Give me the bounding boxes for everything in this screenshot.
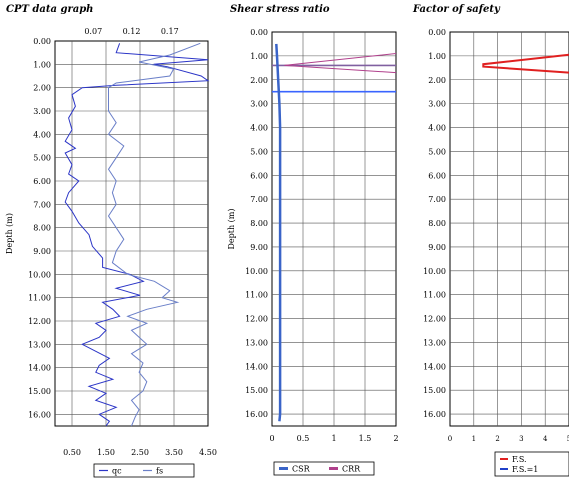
y-tick-label: 11.00 xyxy=(423,291,446,300)
y-tick-label: 5.00 xyxy=(33,154,51,163)
y-axis-label: Depth (m) xyxy=(227,208,236,249)
y-tick-label: 6.00 xyxy=(250,171,268,180)
y-tick-label: 7.00 xyxy=(33,200,51,209)
x-top-tick-label: 0.12 xyxy=(123,27,141,36)
legend-label-CRR: CRR xyxy=(342,465,361,474)
y-tick-label: 0.00 xyxy=(428,28,446,37)
y-tick-label: 15.00 xyxy=(245,386,268,395)
x-tick-label: 1.50 xyxy=(97,448,115,457)
x-tick-label: 2 xyxy=(393,434,398,443)
y-tick-label: 13.00 xyxy=(245,338,268,347)
y-tick-label: 16.00 xyxy=(28,410,51,419)
series-line-CSR xyxy=(275,43,282,422)
y-tick-label: 13.00 xyxy=(423,338,446,347)
y-tick-label: 3.00 xyxy=(250,100,268,109)
y-tick-label: 1.00 xyxy=(428,52,446,61)
y-tick-label: 5.00 xyxy=(250,147,268,156)
legend-box xyxy=(494,451,569,477)
x-top-tick-label: 0.07 xyxy=(84,27,102,36)
y-tick-label: 6.00 xyxy=(33,177,51,186)
y-tick-label: 12.00 xyxy=(423,315,446,324)
y-tick-label: 12.00 xyxy=(28,317,51,326)
y-tick-label: 9.00 xyxy=(33,247,51,256)
y-tick-label: 0.00 xyxy=(33,37,51,46)
y-tick-label: 13.00 xyxy=(28,340,51,349)
y-tick-label: 0.00 xyxy=(250,28,268,37)
y-tick-label: 3.00 xyxy=(428,100,446,109)
x-tick-label: 1 xyxy=(472,435,476,443)
y-tick-label: 2.00 xyxy=(33,84,51,93)
y-tick-label: 7.00 xyxy=(428,195,446,204)
y-tick-label: 7.00 xyxy=(250,195,268,204)
x-tick-label: 1 xyxy=(331,434,336,443)
y-tick-label: 6.00 xyxy=(428,171,446,180)
x-tick-label: 0.5 xyxy=(297,434,310,443)
x-top-tick-label: 0.17 xyxy=(161,27,179,36)
y-tick-label: 10.00 xyxy=(245,267,268,276)
y-tick-label: 2.00 xyxy=(250,76,268,85)
legend-label-qc: qc xyxy=(112,467,122,476)
x-tick-label: 2 xyxy=(495,435,499,443)
legend-label-F.S.: F.S. xyxy=(512,455,527,464)
y-tick-label: 1.00 xyxy=(33,60,51,69)
x-tick-label: 0.50 xyxy=(63,448,81,457)
y-tick-label: 16.00 xyxy=(245,410,268,419)
x-tick-label: 1.5 xyxy=(359,434,372,443)
chart-title: Factor of safety xyxy=(412,4,501,15)
x-tick-label: 5 xyxy=(567,435,569,443)
y-tick-label: 4.00 xyxy=(33,130,51,139)
y-tick-label: 14.00 xyxy=(423,362,446,371)
y-tick-label: 15.00 xyxy=(28,387,51,396)
y-tick-label: 16.00 xyxy=(423,410,446,419)
legend-label-F.S.=1: F.S.=1 xyxy=(512,465,538,474)
plot-frame xyxy=(449,31,569,427)
y-tick-label: 2.00 xyxy=(428,76,446,85)
x-tick-label: 0 xyxy=(269,434,274,443)
y-tick-label: 14.00 xyxy=(28,364,51,373)
y-tick-label: 4.00 xyxy=(250,124,268,133)
legend-label-CSR: CSR xyxy=(292,465,311,474)
y-tick-label: 5.00 xyxy=(428,147,446,156)
series-line-qc xyxy=(64,43,210,427)
y-tick-label: 11.00 xyxy=(245,291,268,300)
y-tick-label: 10.00 xyxy=(28,270,51,279)
y-tick-label: 11.00 xyxy=(28,294,51,303)
y-tick-label: 8.00 xyxy=(250,219,268,228)
y-tick-label: 9.00 xyxy=(428,243,446,252)
y-tick-label: 15.00 xyxy=(423,386,446,395)
x-tick-label: 0 xyxy=(448,435,452,443)
y-tick-label: 3.00 xyxy=(33,107,51,116)
y-tick-label: 8.00 xyxy=(33,224,51,233)
y-tick-label: 4.00 xyxy=(428,124,446,133)
x-tick-label: 4 xyxy=(543,435,548,443)
y-tick-label: 1.00 xyxy=(250,52,268,61)
legend-box xyxy=(273,461,375,476)
series-line-F.S. xyxy=(482,53,569,74)
chart-title: Shear stress ratio xyxy=(230,4,330,15)
x-tick-label: 3 xyxy=(519,435,523,443)
y-tick-label: 9.00 xyxy=(250,243,268,252)
y-tick-label: 8.00 xyxy=(428,219,446,228)
legend-label-fs: fs xyxy=(156,467,163,476)
y-tick-label: 12.00 xyxy=(245,315,268,324)
x-tick-label: 2.50 xyxy=(131,448,149,457)
plot-frame xyxy=(54,40,209,427)
x-tick-label: 4.50 xyxy=(199,448,217,457)
series-line-CRR xyxy=(284,53,397,74)
series-line-fs xyxy=(107,42,201,427)
chart-title: CPT data graph xyxy=(6,4,93,15)
y-tick-label: 10.00 xyxy=(423,267,446,276)
y-tick-label: 14.00 xyxy=(245,362,268,371)
x-tick-label: 3.50 xyxy=(165,448,183,457)
y-axis-label: Depth (m) xyxy=(5,213,14,254)
